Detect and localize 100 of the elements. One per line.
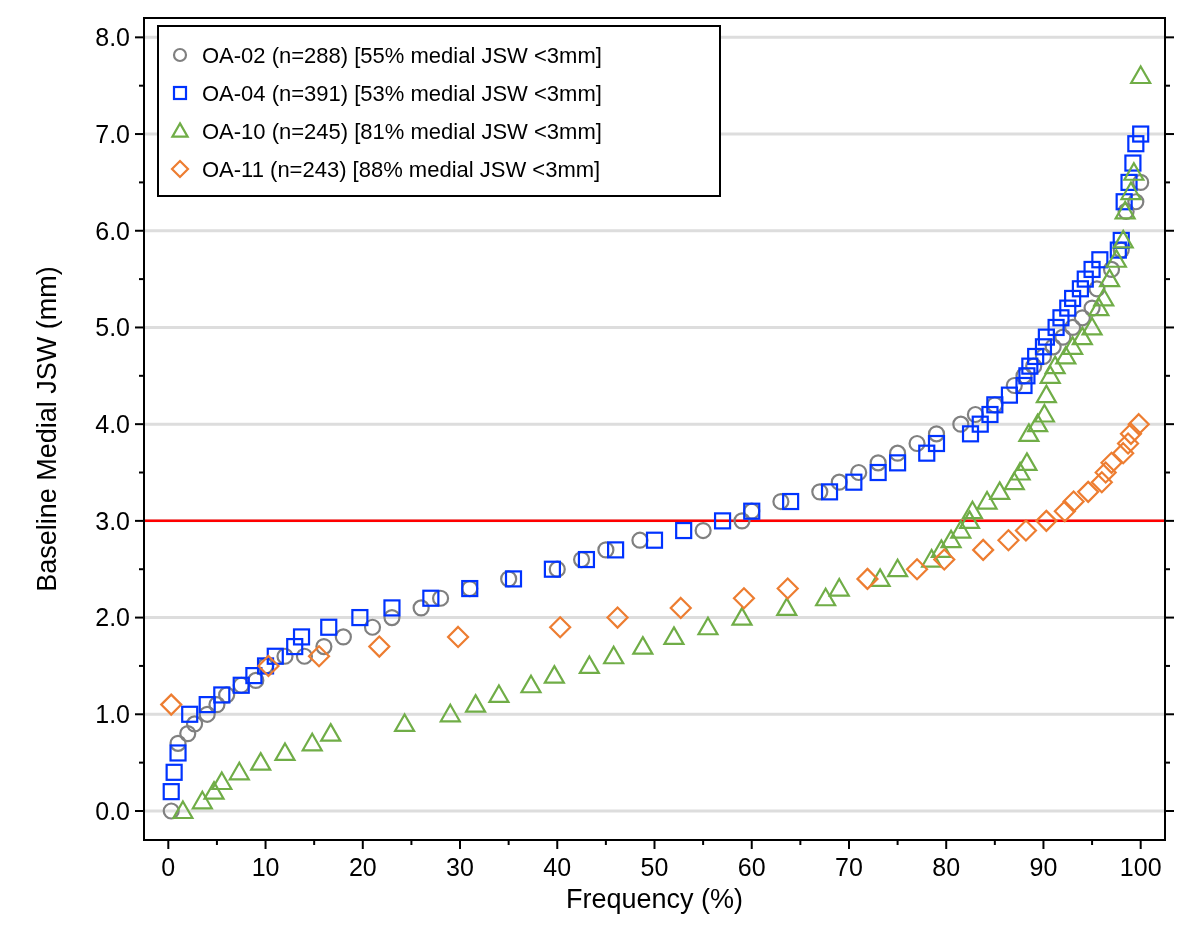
point xyxy=(1120,181,1142,201)
point xyxy=(351,608,369,627)
point xyxy=(198,705,216,723)
legend-label: OA-10 (n=245) [81% medial JSW <3mm] xyxy=(202,118,602,144)
point xyxy=(905,558,929,581)
point xyxy=(169,734,187,752)
x-tick-label: 40 xyxy=(543,853,572,881)
point xyxy=(1016,452,1038,471)
x-tick-label: 0 xyxy=(161,853,176,881)
point xyxy=(266,647,284,665)
legend-label: OA-11 (n=243) [88% medial JSW <3mm] xyxy=(202,156,601,182)
point xyxy=(733,512,751,530)
point xyxy=(1130,65,1152,85)
point xyxy=(927,425,946,443)
point xyxy=(663,626,685,646)
point xyxy=(172,800,194,820)
point xyxy=(169,744,187,762)
point xyxy=(1014,519,1038,542)
point xyxy=(1009,461,1031,481)
point xyxy=(1076,270,1094,288)
point xyxy=(632,635,654,655)
point xyxy=(1015,376,1033,395)
point xyxy=(368,635,391,658)
y-tick-label: 0.0 xyxy=(95,796,130,825)
point xyxy=(869,454,887,472)
point xyxy=(504,570,523,588)
point xyxy=(1044,355,1066,375)
y-tick-label: 5.0 xyxy=(95,313,130,342)
point xyxy=(301,732,323,752)
point xyxy=(776,577,799,600)
point xyxy=(228,761,250,781)
point xyxy=(1035,509,1058,532)
point xyxy=(933,548,956,571)
point xyxy=(572,550,591,569)
point xyxy=(1052,309,1070,327)
point xyxy=(383,599,401,617)
point xyxy=(181,705,199,723)
point xyxy=(160,693,183,716)
point xyxy=(1055,345,1077,365)
point xyxy=(1077,480,1100,503)
point xyxy=(543,560,561,578)
point xyxy=(1127,135,1145,153)
point xyxy=(1093,287,1115,307)
point xyxy=(1098,268,1121,288)
point xyxy=(1102,260,1121,279)
point xyxy=(972,538,995,561)
x-tick-label: 60 xyxy=(737,853,766,881)
point xyxy=(179,725,197,743)
x-tick-label: 20 xyxy=(348,853,377,881)
point xyxy=(320,618,338,636)
point xyxy=(1100,451,1123,474)
point xyxy=(1081,316,1103,336)
point xyxy=(1062,490,1085,513)
point xyxy=(208,696,226,714)
point xyxy=(1064,318,1082,337)
y-tick-label: 1.0 xyxy=(95,700,130,729)
point xyxy=(1018,423,1040,442)
point xyxy=(1039,365,1061,384)
point xyxy=(213,686,231,704)
point xyxy=(713,512,732,530)
y-tick-label: 7.0 xyxy=(95,119,130,148)
point xyxy=(772,492,790,511)
x-tick-label: 80 xyxy=(932,853,961,881)
point xyxy=(464,694,487,713)
point xyxy=(185,715,204,733)
y-tick-label: 8.0 xyxy=(95,23,130,52)
point xyxy=(394,713,416,733)
y-axis-title: Baseline Medial JSW (mm) xyxy=(32,266,62,592)
point xyxy=(1090,471,1113,494)
point xyxy=(850,463,868,482)
point xyxy=(776,597,798,617)
x-tick-label: 70 xyxy=(835,853,863,881)
point xyxy=(845,473,863,491)
legend-label: OA-04 (n=391) [53% medial JSW <3mm] xyxy=(202,80,602,106)
point xyxy=(1005,376,1023,395)
point xyxy=(165,763,183,781)
point xyxy=(578,655,600,675)
point xyxy=(1083,260,1101,279)
point xyxy=(162,783,180,801)
point xyxy=(976,490,998,510)
point xyxy=(292,628,311,646)
point xyxy=(439,703,461,723)
point xyxy=(1071,280,1089,298)
point xyxy=(488,684,510,704)
point xyxy=(958,510,981,529)
point xyxy=(500,570,518,588)
point xyxy=(989,481,1011,500)
point xyxy=(981,405,999,424)
point xyxy=(961,500,984,520)
point xyxy=(1027,347,1045,366)
point xyxy=(997,529,1020,552)
point xyxy=(921,548,943,568)
x-tick-label: 10 xyxy=(251,853,280,881)
point xyxy=(1034,338,1053,356)
y-tick-label: 3.0 xyxy=(95,506,130,535)
point xyxy=(1059,299,1077,317)
point xyxy=(276,647,294,665)
point xyxy=(1064,289,1082,308)
point xyxy=(1127,413,1150,436)
point xyxy=(1119,422,1143,445)
